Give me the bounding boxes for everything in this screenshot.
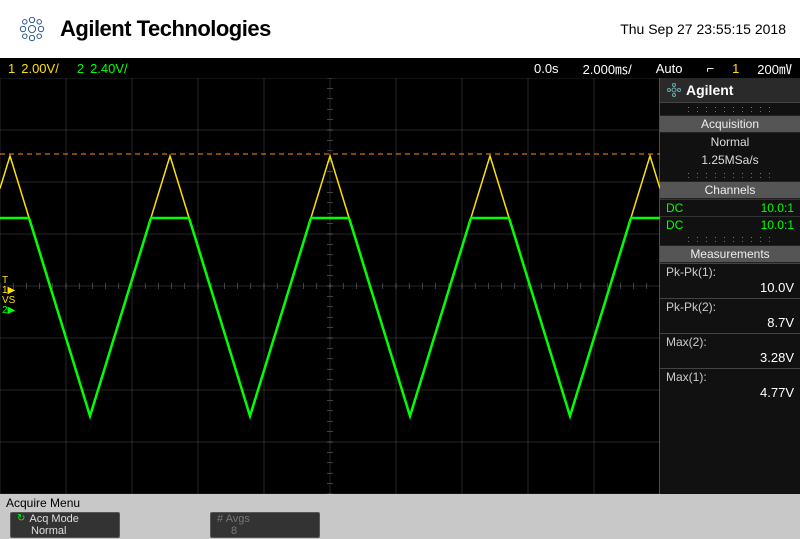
measurement-value: 10.0V [660, 280, 800, 298]
channels-header: Channels [660, 181, 800, 199]
logo-area: Agilent Technologies [14, 11, 271, 47]
sample-rate: 1.25MSa/s [660, 151, 800, 169]
measurements-header: Measurements [660, 245, 800, 263]
agilent-logo-icon [14, 11, 50, 47]
softkey-label: Acq Mode [29, 513, 79, 525]
trigger-channel: 1 [732, 61, 739, 76]
acquisition-header: Acquisition [660, 115, 800, 133]
side-panel: Agilent : : : : : : : : : : Acquisition … [660, 78, 800, 494]
sidepanel-brand-text: Agilent [686, 82, 733, 98]
panel-dots: : : : : : : : : : : [660, 169, 800, 181]
measurement-value: 3.28V [660, 350, 800, 368]
menu-title: Acquire Menu [0, 494, 800, 512]
trigger-mode[interactable]: Auto [656, 61, 683, 76]
softkey-value: Normal [17, 525, 113, 537]
time-scale[interactable]: 2.000㎳/ [583, 59, 632, 78]
measurement-value: 4.77V [660, 385, 800, 403]
softkey-value: 8 [217, 525, 313, 537]
bottom-bar: Acquire Menu ↻ Acq Mode Normal # Avgs 8 [0, 494, 800, 539]
ch2-scale[interactable]: 2.40V/ [90, 61, 128, 76]
ch1-scale[interactable]: 2.00V/ [21, 61, 59, 76]
ground-label-ch2: 2▶ [2, 306, 15, 316]
softkey-avgs: # Avgs 8 [210, 512, 320, 538]
softkey-acq-mode[interactable]: ↻ Acq Mode Normal [10, 512, 120, 538]
ch2-indicator[interactable]: 2 [77, 61, 84, 76]
channel-row: DC10.0:1 [660, 216, 800, 233]
status-bar: 1 2.00V/ 2 2.40V/ 0.0s 2.000㎳/ Auto ⌐ 1 … [0, 58, 800, 78]
agilent-mini-icon [666, 82, 682, 98]
trigger-info[interactable]: ⌐ 1 200㎷ [706, 59, 792, 78]
datetime: Thu Sep 27 23:55:15 2018 [620, 21, 786, 37]
time-offset[interactable]: 0.0s [534, 61, 559, 76]
softkey-label: # Avgs [217, 513, 250, 525]
channel-row: DC10.0:1 [660, 199, 800, 216]
trigger-level: 200㎷ [757, 59, 792, 78]
cycle-icon: ↻ [17, 513, 25, 524]
brand-text: Agilent Technologies [60, 16, 271, 42]
panel-dots: : : : : : : : : : : [660, 233, 800, 245]
panel-dots: : : : : : : : : : : [660, 103, 800, 115]
measurement-label: Max(1): [660, 368, 800, 385]
waveform-plot[interactable]: T 1▶ VS 2▶ [0, 78, 660, 494]
sidepanel-brand: Agilent [660, 78, 800, 103]
measurement-value: 8.7V [660, 315, 800, 333]
main-area: T 1▶ VS 2▶ Agilent : : : : : : : : : : A… [0, 78, 800, 494]
acquisition-mode: Normal [660, 133, 800, 151]
ch1-indicator[interactable]: 1 [8, 61, 15, 76]
measurement-label: Max(2): [660, 333, 800, 350]
measurement-label: Pk-Pk(2): [660, 298, 800, 315]
measurement-label: Pk-Pk(1): [660, 263, 800, 280]
header: Agilent Technologies Thu Sep 27 23:55:15… [0, 0, 800, 58]
trigger-edge-icon: ⌐ [706, 61, 714, 76]
